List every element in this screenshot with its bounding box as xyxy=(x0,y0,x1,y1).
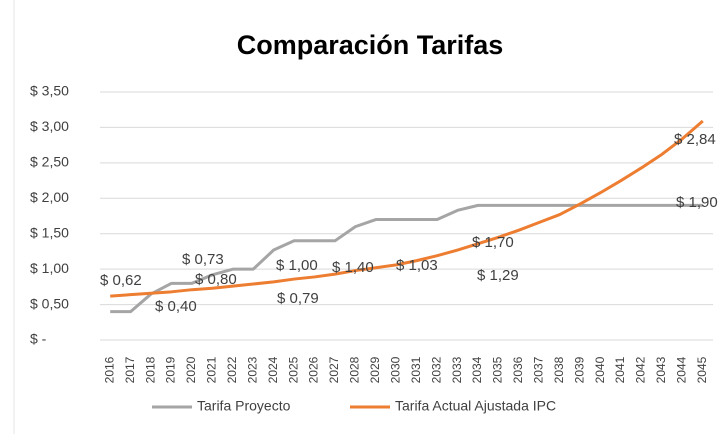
x-tick-label: 2035 xyxy=(491,356,505,383)
x-tick-label: 2038 xyxy=(552,356,566,383)
x-tick-label: 2040 xyxy=(593,356,607,383)
data-label: $ 0,62 xyxy=(100,272,142,289)
x-tick-label: 2029 xyxy=(368,356,382,383)
chart-title: Comparación Tarifas xyxy=(237,30,504,60)
x-tick-label: 2039 xyxy=(572,356,586,383)
y-tick-label: $ 3,50 xyxy=(30,83,69,99)
series-line xyxy=(110,203,703,314)
x-tick-label: 2027 xyxy=(327,356,341,383)
x-tick-label: 2028 xyxy=(348,356,362,383)
x-tick-label: 2021 xyxy=(205,356,219,383)
x-tick-label: 2036 xyxy=(511,356,525,383)
x-tick-label: 2034 xyxy=(470,356,484,383)
data-label: $ 1,03 xyxy=(396,257,438,274)
data-label: $ 1,40 xyxy=(332,259,374,276)
x-tick-label: 2041 xyxy=(613,356,627,383)
x-tick-label: 2032 xyxy=(429,356,443,383)
y-tick-label: $ 2,00 xyxy=(30,189,69,205)
x-tick-label: 2025 xyxy=(286,356,300,383)
x-tick-label: 2044 xyxy=(675,356,689,383)
x-tick-label: 2020 xyxy=(184,356,198,383)
x-tick-label: 2030 xyxy=(388,356,402,383)
x-tick-label: 2043 xyxy=(654,356,668,383)
x-tick-label: 2016 xyxy=(102,356,116,383)
y-tick-label: $ 3,00 xyxy=(30,118,69,134)
data-label: $ 1,90 xyxy=(676,194,718,211)
x-tick-label: 2023 xyxy=(245,356,259,383)
data-label: $ 0,40 xyxy=(155,298,197,315)
y-tick-label: $ 2,50 xyxy=(30,154,69,170)
y-tick-label: $ 1,50 xyxy=(30,224,69,240)
x-tick-label: 2019 xyxy=(164,356,178,383)
x-tick-label: 2017 xyxy=(123,356,137,383)
series-line xyxy=(110,119,704,298)
x-tick-label: 2045 xyxy=(695,356,709,383)
legend-label: Tarifa Proyecto xyxy=(197,398,291,414)
y-tick-label: $ 0,50 xyxy=(30,295,69,311)
y-tick-label: $ - xyxy=(30,331,47,347)
data-label: $ 0,80 xyxy=(195,271,237,288)
data-label: $ 2,84 xyxy=(674,131,716,148)
x-tick-label: 2018 xyxy=(143,356,157,383)
x-tick-label: 2042 xyxy=(634,356,648,383)
legend-label: Tarifa Actual Ajustada IPC xyxy=(395,398,556,414)
data-label: $ 1,70 xyxy=(472,234,514,251)
data-label: $ 1,29 xyxy=(477,267,519,284)
y-tick-label: $ 1,00 xyxy=(30,260,69,276)
data-label: $ 1,00 xyxy=(276,257,318,274)
x-tick-label: 2022 xyxy=(225,356,239,383)
x-tick-label: 2033 xyxy=(450,356,464,383)
x-tick-label: 2037 xyxy=(531,356,545,383)
x-tick-label: 2031 xyxy=(409,356,423,383)
x-tick-label: 2026 xyxy=(307,356,321,383)
data-label: $ 0,73 xyxy=(182,251,224,268)
data-label: $ 0,79 xyxy=(277,290,319,307)
x-tick-label: 2024 xyxy=(266,356,280,383)
